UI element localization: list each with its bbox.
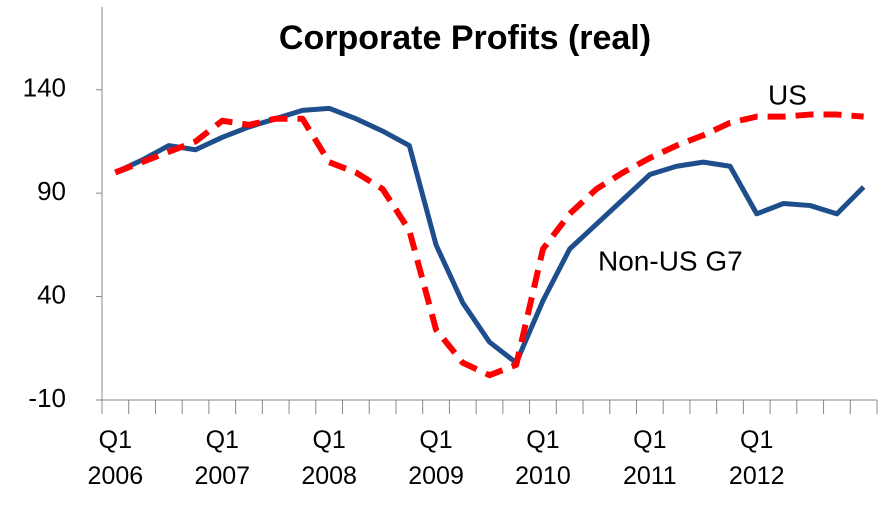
x-tick-label: Q1 2006 — [87, 426, 144, 490]
x-tick-label: Q1 2010 — [515, 426, 571, 490]
x-tick-label: Q1 2009 — [408, 426, 464, 490]
y-tick-label: -10 — [28, 383, 66, 413]
series-line — [114, 111, 864, 379]
y-tick-label: 140 — [23, 73, 66, 103]
series-line — [114, 105, 866, 366]
y-tick-label: 40 — [37, 279, 66, 309]
x-tick-label: Q1 2007 — [194, 426, 251, 490]
y-tick-label: 90 — [37, 176, 66, 206]
x-tick-label: Q1 2008 — [301, 426, 357, 490]
chart-title: Corporate Profits (real) — [279, 19, 651, 57]
series-label: US — [768, 79, 807, 110]
series-label: Non-US G7 — [598, 245, 743, 276]
x-tick-label: Q1 2012 — [728, 426, 785, 490]
x-tick-label: Q1 2011 — [622, 426, 677, 490]
